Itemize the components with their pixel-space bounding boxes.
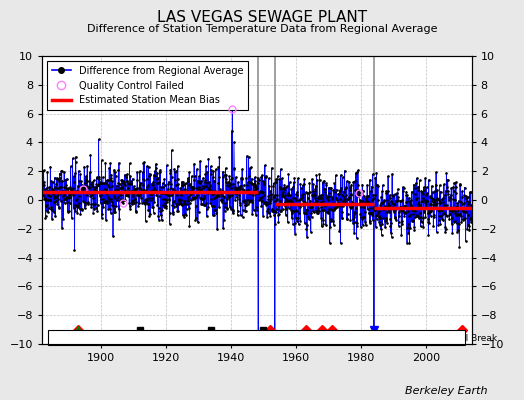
Text: ■: ■ xyxy=(397,332,409,345)
Text: Time of Obs. Change: Time of Obs. Change xyxy=(302,334,397,343)
Text: ▼: ▼ xyxy=(275,332,285,345)
Text: LAS VEGAS SEWAGE PLANT: LAS VEGAS SEWAGE PLANT xyxy=(157,10,367,25)
Text: Berkeley Earth: Berkeley Earth xyxy=(405,386,487,396)
Legend: Difference from Regional Average, Quality Control Failed, Estimated Station Mean: Difference from Regional Average, Qualit… xyxy=(47,61,248,110)
Text: Empirical Break: Empirical Break xyxy=(426,334,497,343)
Text: ▲: ▲ xyxy=(193,332,203,345)
Text: Difference of Station Temperature Data from Regional Average: Difference of Station Temperature Data f… xyxy=(87,24,437,34)
Text: Record Gap: Record Gap xyxy=(221,334,274,343)
Text: Station Move: Station Move xyxy=(91,334,150,343)
Text: ♦: ♦ xyxy=(62,332,73,345)
Bar xyxy=(48,330,465,345)
Y-axis label: Monthly Temperature Anomaly Difference (°C): Monthly Temperature Anomaly Difference (… xyxy=(523,87,524,313)
